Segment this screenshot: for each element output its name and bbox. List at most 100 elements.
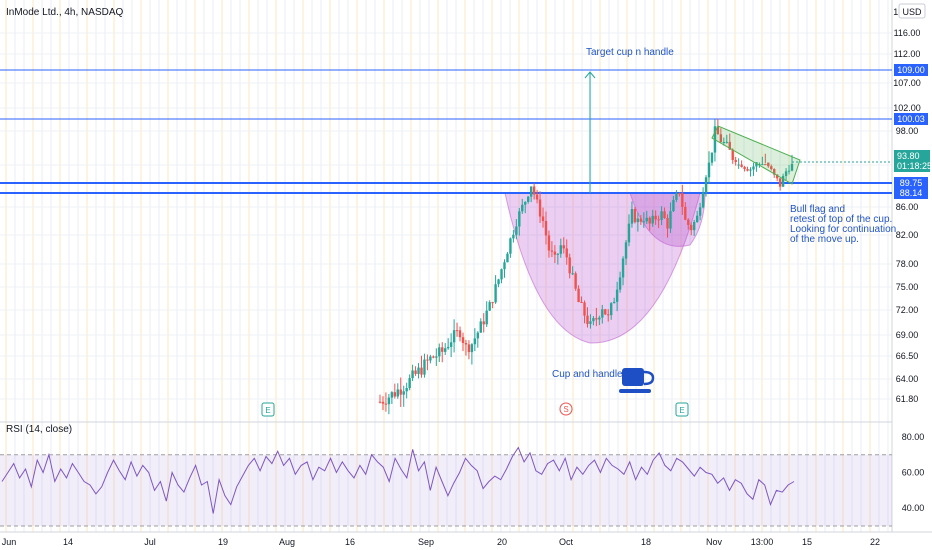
candle-body bbox=[583, 302, 586, 316]
candle-body bbox=[775, 174, 779, 179]
candle-body bbox=[609, 303, 613, 316]
time-axis[interactable]: Jun 14 Jul 19 Aug 16 Sep 20 Oct 18 Nov 13:00 15 22 bbox=[2, 537, 880, 547]
candle-body bbox=[470, 344, 474, 353]
candle-body bbox=[743, 166, 746, 170]
cup-layer bbox=[504, 192, 706, 344]
candle-body bbox=[773, 169, 776, 175]
level-tag-label: 100.03 bbox=[897, 114, 925, 124]
candle-body bbox=[396, 389, 399, 397]
candle-body bbox=[761, 164, 764, 166]
candle-body bbox=[716, 126, 720, 135]
price-tick-label: 66.50 bbox=[896, 351, 919, 361]
candle-body bbox=[455, 330, 459, 332]
candle-body bbox=[678, 193, 681, 195]
candle-body bbox=[752, 166, 755, 170]
candle-body bbox=[500, 269, 503, 280]
chart-title: InMode Ltd., 4h, NASDAQ bbox=[6, 7, 124, 18]
annotation-layer bbox=[584, 71, 596, 193]
candle-body bbox=[598, 317, 601, 320]
level-tag bbox=[894, 113, 928, 125]
level-tag bbox=[894, 64, 928, 76]
candle-body bbox=[529, 186, 533, 197]
candle-body bbox=[657, 219, 660, 221]
rsi-line bbox=[1, 446, 795, 514]
time-tick-label: 13:00 bbox=[751, 537, 774, 547]
candle-body bbox=[408, 378, 411, 389]
candle-body bbox=[384, 403, 388, 405]
currency-label: USD bbox=[902, 7, 922, 17]
candle-body bbox=[651, 215, 654, 224]
candle-body bbox=[749, 169, 752, 171]
cup-annotation: Cup and handle bbox=[552, 369, 623, 380]
candle-body bbox=[755, 162, 758, 167]
price-tick-label: 102.00 bbox=[893, 103, 921, 113]
candle-body bbox=[592, 318, 595, 322]
candle-body bbox=[612, 301, 616, 304]
candle-body bbox=[538, 199, 542, 217]
candle-body bbox=[452, 330, 456, 343]
bull-flag-layer bbox=[711, 125, 892, 185]
candle-body bbox=[565, 248, 568, 258]
candle-body bbox=[618, 277, 622, 290]
candle-body bbox=[544, 221, 548, 236]
time-tick-label: 18 bbox=[641, 537, 651, 547]
candle-body bbox=[449, 342, 453, 347]
time-tick-label: 15 bbox=[802, 537, 812, 547]
candle-body bbox=[571, 273, 574, 275]
price-axis[interactable]: 116.00112.00107.00102.0098.0094.0086.008… bbox=[893, 7, 932, 404]
candle-body bbox=[627, 223, 631, 243]
candle-body bbox=[482, 321, 485, 325]
currency-badge[interactable] bbox=[898, 3, 926, 19]
candle-body bbox=[654, 215, 657, 220]
price-tick-label: 72.00 bbox=[896, 305, 919, 315]
bull-flag-channel bbox=[711, 125, 801, 185]
time-tick-label: 22 bbox=[870, 537, 880, 547]
candle-body bbox=[648, 217, 651, 224]
price-levels bbox=[0, 69, 892, 194]
candles bbox=[378, 118, 794, 415]
candle-body bbox=[580, 301, 583, 303]
candle-body bbox=[669, 211, 672, 229]
time-tick-label: 20 bbox=[497, 537, 507, 547]
svg-text:S: S bbox=[563, 405, 568, 414]
earnings-marker-2[interactable]: E bbox=[675, 402, 689, 417]
last-price-tag bbox=[894, 150, 930, 172]
candle-body bbox=[381, 401, 385, 404]
candle-body bbox=[432, 356, 435, 358]
candle-body bbox=[562, 245, 565, 249]
level-tag-label: 89.75 bbox=[900, 178, 923, 188]
candle-body bbox=[621, 258, 625, 278]
horizontal-grid bbox=[0, 0, 932, 533]
candle-body bbox=[692, 221, 696, 231]
split-marker[interactable]: S bbox=[559, 402, 573, 416]
time-tick-label: 16 bbox=[345, 537, 355, 547]
level-tag bbox=[894, 177, 928, 189]
svg-text:E: E bbox=[265, 406, 270, 415]
price-tick-label: 78.00 bbox=[896, 259, 919, 269]
candle-body bbox=[556, 253, 560, 255]
candle-body bbox=[532, 186, 536, 195]
rsi-pane bbox=[0, 446, 892, 527]
candle-body bbox=[624, 242, 628, 259]
flag-note-line-2: retest of top of the cup. bbox=[790, 214, 892, 225]
candle-body bbox=[390, 392, 394, 398]
candle-body bbox=[417, 367, 420, 374]
candle-body bbox=[630, 209, 634, 224]
candle-body bbox=[503, 262, 506, 270]
candle-body bbox=[467, 344, 471, 353]
candle-body bbox=[441, 347, 444, 352]
rsi-axis: 80.00 60.00 40.00 bbox=[902, 432, 925, 513]
candle-body bbox=[553, 251, 557, 255]
price-tick-label: 112.00 bbox=[894, 49, 921, 59]
candle-body bbox=[778, 178, 782, 187]
candle-body bbox=[767, 162, 770, 167]
candle-body bbox=[461, 337, 465, 344]
earnings-marker-1[interactable]: E bbox=[261, 402, 275, 417]
time-tick-label: Jun bbox=[2, 537, 17, 547]
candle-body bbox=[494, 284, 497, 303]
time-tick-label: Aug bbox=[279, 537, 295, 547]
candle-body bbox=[719, 134, 723, 143]
candle-body bbox=[509, 238, 512, 254]
candle-body bbox=[764, 164, 767, 166]
